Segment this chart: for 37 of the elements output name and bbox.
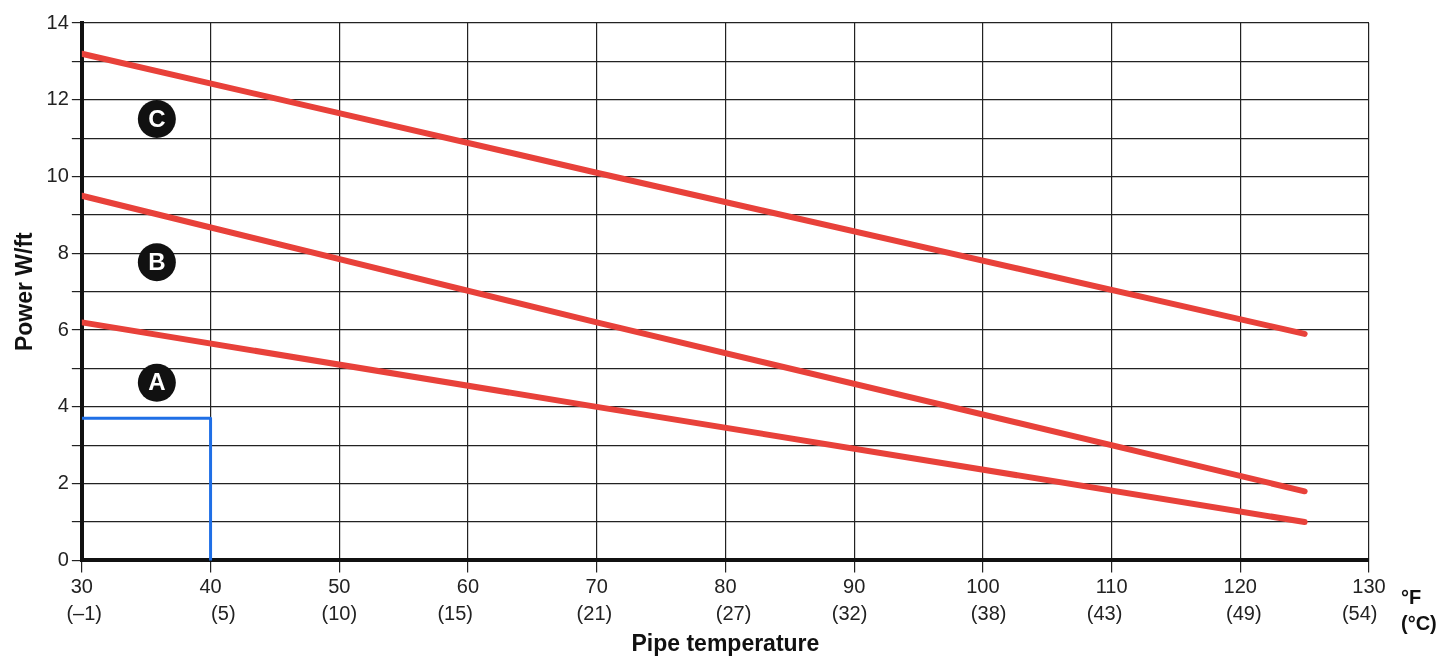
- x-tick-label: 80: [714, 574, 737, 597]
- x2-tick-label: (–1): [66, 601, 102, 624]
- y-tick-label: 0: [57, 547, 69, 570]
- series-label: A: [148, 368, 166, 396]
- x-tick-label: 50: [328, 574, 351, 597]
- x-tick-label: 60: [456, 574, 480, 597]
- x2-tick-label: (10): [321, 601, 358, 624]
- y-tick-label: 12: [46, 87, 69, 110]
- x-tick-label: 30: [70, 574, 93, 597]
- x2-tick-label: (32): [831, 601, 868, 624]
- x2-tick-label: (21): [576, 601, 613, 624]
- x2-tick-label: (43): [1086, 601, 1123, 624]
- y-tick-label: 6: [57, 317, 69, 340]
- x-tick-label: 100: [966, 574, 1000, 597]
- x2-tick-label: (54): [1341, 601, 1378, 624]
- y-tick-label: 10: [46, 164, 69, 187]
- x-tick-label: 120: [1223, 574, 1257, 597]
- x2-tick-label: (27): [715, 601, 752, 624]
- x-tick-label: 110: [1095, 574, 1128, 597]
- x-tick-label: 130: [1352, 574, 1386, 597]
- y-tick-label: 14: [46, 10, 69, 33]
- x2-tick-label: (15): [437, 601, 474, 624]
- x-axis-title: Pipe temperature: [631, 629, 820, 656]
- y-tick-label: 2: [57, 471, 69, 494]
- text: (°C): [1401, 611, 1437, 634]
- x-tick-label: 40: [199, 574, 222, 597]
- y-tick-label: 4: [57, 394, 69, 417]
- text: °F: [1401, 585, 1422, 608]
- x2-tick-label: (38): [970, 601, 1007, 624]
- series-label: C: [148, 104, 166, 132]
- x2-tick-label: (5): [211, 601, 236, 624]
- y-tick-label: 8: [57, 240, 69, 263]
- series-label: B: [148, 247, 166, 275]
- x-tick-label: 70: [585, 574, 608, 597]
- x-tick-label: 90: [843, 574, 866, 597]
- y-axis-title: Power W/ft: [11, 231, 38, 352]
- x2-tick-label: (49): [1225, 601, 1262, 624]
